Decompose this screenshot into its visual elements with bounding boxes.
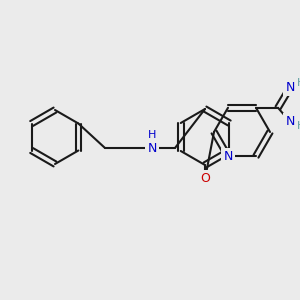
Text: H: H	[148, 130, 156, 140]
Text: N: N	[147, 142, 157, 154]
Text: H: H	[297, 78, 300, 88]
Text: N: N	[223, 150, 233, 163]
Text: N: N	[285, 81, 295, 94]
Text: O: O	[200, 172, 210, 185]
Text: H: H	[297, 121, 300, 131]
Text: N: N	[285, 115, 295, 128]
